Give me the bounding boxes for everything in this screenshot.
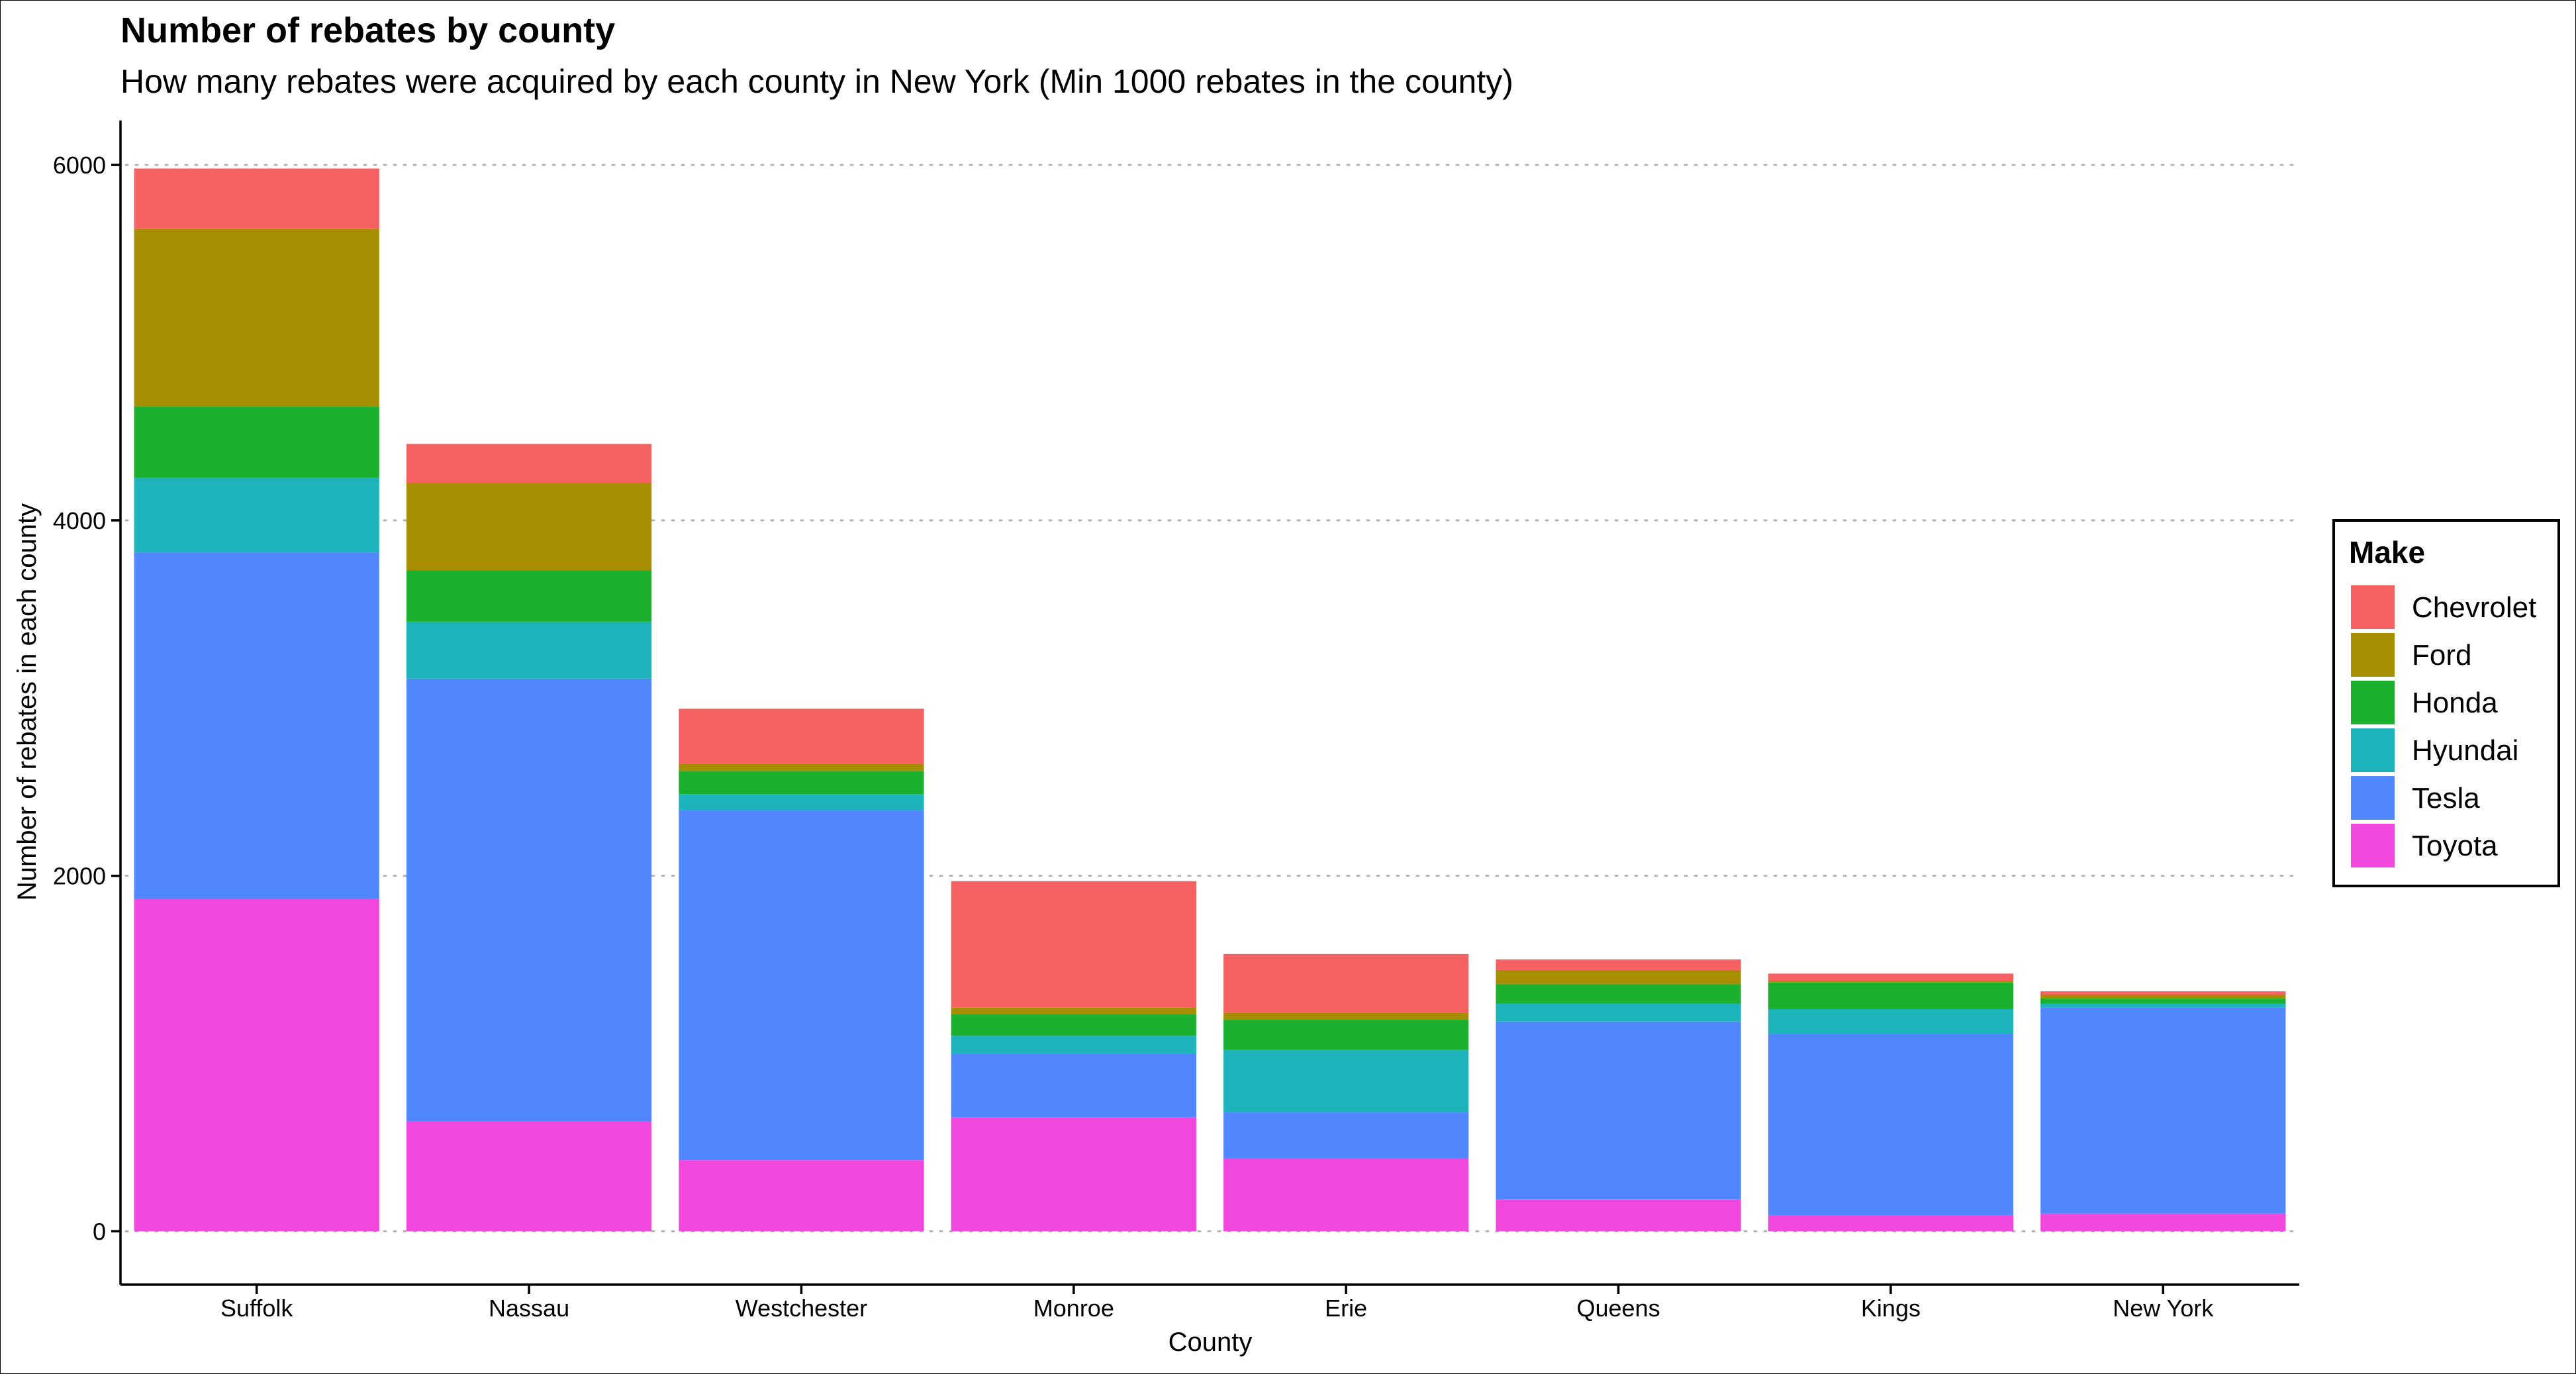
legend-swatch-chevrolet xyxy=(2351,585,2395,629)
bar-queens-honda xyxy=(1496,984,1741,1004)
legend-swatch-honda xyxy=(2351,681,2395,724)
bar-nassau-chevrolet xyxy=(406,444,652,483)
legend-label-toyota: Toyota xyxy=(2412,830,2498,862)
y-tick-label-0: 0 xyxy=(93,1218,106,1245)
bar-kings-tesla xyxy=(1768,1034,2014,1216)
bar-monroe-chevrolet xyxy=(951,881,1196,1008)
bar-new-york-toyota xyxy=(2040,1213,2286,1232)
bar-queens-tesla xyxy=(1496,1021,1741,1200)
legend-title: Make xyxy=(2349,535,2425,569)
bar-erie-ford xyxy=(1223,1012,1469,1020)
bar-suffolk-honda xyxy=(134,407,379,478)
x-tick-label-monroe: Monroe xyxy=(1033,1295,1114,1322)
bar-monroe-hyundai xyxy=(951,1036,1196,1054)
bar-new-york-honda xyxy=(2040,998,2286,1004)
bars xyxy=(134,168,2286,1232)
legend-swatch-toyota xyxy=(2351,824,2395,867)
x-tick-label-new-york: New York xyxy=(2113,1295,2214,1322)
bar-suffolk-tesla xyxy=(134,552,379,899)
y-tick-label-6000: 6000 xyxy=(53,152,106,179)
bar-suffolk-hyundai xyxy=(134,477,379,553)
bar-suffolk-ford xyxy=(134,228,379,407)
bar-kings-hyundai xyxy=(1768,1008,2014,1034)
bar-kings-toyota xyxy=(1768,1215,2014,1232)
bar-queens-ford xyxy=(1496,969,1741,985)
bar-queens-toyota xyxy=(1496,1199,1741,1232)
bar-suffolk-chevrolet xyxy=(134,168,379,229)
legend-label-tesla: Tesla xyxy=(2412,782,2480,814)
bar-monroe-honda xyxy=(951,1014,1196,1036)
bar-nassau-toyota xyxy=(406,1121,652,1232)
bar-erie-toyota xyxy=(1223,1158,1469,1232)
bar-queens-chevrolet xyxy=(1496,959,1741,970)
x-tick-label-westchester: Westchester xyxy=(736,1295,867,1322)
bar-nassau-tesla xyxy=(406,678,652,1122)
x-axis-title: County xyxy=(1169,1328,1253,1357)
legend-items: Chevrolet Ford Honda Hyundai Tesla Toyota xyxy=(2351,585,2536,867)
y-tick-label-4000: 4000 xyxy=(53,507,106,534)
bar-westchester-honda xyxy=(679,771,924,795)
bar-monroe-toyota xyxy=(951,1117,1196,1232)
x-tick-label-queens: Queens xyxy=(1577,1295,1660,1322)
bar-suffolk-toyota xyxy=(134,899,379,1232)
x-tick-label-erie: Erie xyxy=(1325,1295,1367,1322)
bar-westchester-hyundai xyxy=(679,794,924,810)
bar-new-york-hyundai xyxy=(2040,1003,2286,1008)
bar-monroe-ford xyxy=(951,1007,1196,1015)
bar-erie-chevrolet xyxy=(1223,954,1469,1013)
bar-monroe-tesla xyxy=(951,1054,1196,1118)
y-axis-ticks: 0 2000 4000 6000 xyxy=(53,152,120,1245)
legend-swatch-ford xyxy=(2351,633,2395,677)
bar-nassau-honda xyxy=(406,570,652,622)
legend-swatch-tesla xyxy=(2351,776,2395,820)
x-tick-label-suffolk: Suffolk xyxy=(220,1295,293,1322)
bar-kings-ford xyxy=(1768,981,2014,983)
bar-kings-chevrolet xyxy=(1768,973,2014,981)
legend: Make Chevrolet Ford Honda Hyundai Tesla Toyot… xyxy=(2332,519,2560,887)
legend-label-hyundai: Hyundai xyxy=(2412,734,2518,767)
bar-nassau-hyundai xyxy=(406,621,652,679)
y-tick-label-2000: 2000 xyxy=(53,863,106,890)
bar-erie-honda xyxy=(1223,1020,1469,1050)
chart-subtitle: How many rebates were acquired by each c… xyxy=(120,63,1513,100)
chart-title: Number of rebates by county xyxy=(120,11,615,50)
bar-queens-hyundai xyxy=(1496,1003,1741,1022)
x-tick-label-nassau: Nassau xyxy=(489,1295,569,1322)
bar-erie-hyundai xyxy=(1223,1050,1469,1112)
bar-westchester-chevrolet xyxy=(679,709,924,764)
legend-label-chevrolet: Chevrolet xyxy=(2412,591,2536,624)
legend-label-honda: Honda xyxy=(2412,687,2498,719)
bar-new-york-tesla xyxy=(2040,1007,2286,1214)
bar-westchester-ford xyxy=(679,763,924,771)
y-axis-title: Number of rebates in each county xyxy=(13,503,42,901)
bar-erie-tesla xyxy=(1223,1112,1469,1159)
bar-kings-honda xyxy=(1768,982,2014,1009)
legend-label-ford: Ford xyxy=(2412,639,2471,671)
bar-westchester-toyota xyxy=(679,1160,924,1232)
bar-new-york-chevrolet xyxy=(2040,991,2286,995)
bar-nassau-ford xyxy=(406,483,652,571)
bar-new-york-ford xyxy=(2040,995,2286,999)
legend-swatch-hyundai xyxy=(2351,728,2395,772)
x-tick-label-kings: Kings xyxy=(1861,1295,1921,1322)
bar-westchester-tesla xyxy=(679,810,924,1161)
x-axis-ticks: Suffolk Nassau Westchester Monroe Erie Queens… xyxy=(220,1285,2214,1322)
